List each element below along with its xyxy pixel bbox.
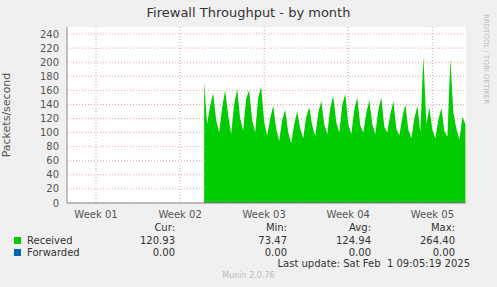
html-text:Firewall Throughput - by month: Firewall Throughput - by month [146, 5, 351, 20]
svg-text:220: 220 [40, 43, 59, 54]
html-text:Cur:: Cur: [154, 222, 175, 233]
html-text:Munin 2.0.76: Munin 2.0.76 [222, 271, 275, 280]
html-text:0.00: 0.00 [264, 247, 287, 258]
html-text:Forwarded: Forwarded [27, 247, 80, 258]
svg-text:60: 60 [46, 155, 59, 166]
html-text:Max:: Max: [431, 222, 455, 233]
svg-text:Packets/second: Packets/second [8, 73, 13, 158]
svg-text:Week 04: Week 04 [327, 209, 370, 220]
html-text:0.00: 0.00 [432, 247, 455, 258]
svg-text:0: 0 [53, 198, 59, 209]
html-text:Avg:: Avg: [349, 222, 371, 233]
html-text:264.40: 264.40 [420, 235, 455, 246]
svg-text:240: 240 [40, 29, 59, 40]
svg-text:140: 140 [40, 99, 59, 110]
svg-text:Week 02: Week 02 [158, 209, 201, 220]
html-text:Received: Received [27, 235, 73, 246]
html-text:0.00: 0.00 [152, 247, 175, 258]
svg-text:40: 40 [46, 169, 59, 180]
svg-text:200: 200 [40, 57, 59, 68]
svg-text:100: 100 [40, 127, 59, 138]
html-text:0.00: 0.00 [348, 247, 371, 258]
svg-text:80: 80 [46, 141, 59, 152]
html-text:120.93: 120.93 [140, 235, 175, 246]
svg-text:Week 05: Week 05 [411, 209, 454, 220]
svg-text:20: 20 [46, 183, 59, 194]
svg-text:Week 03: Week 03 [243, 209, 286, 220]
svg-text:160: 160 [40, 85, 59, 96]
html-text:Min:: Min: [265, 222, 287, 233]
html-text:Last update: Sat Feb 1 09:05:1: Last update: Sat Feb 1 09:05:19 2025 [277, 258, 470, 269]
svg-text:180: 180 [40, 71, 59, 82]
html-text:124.94: 124.94 [336, 235, 371, 246]
svg-text:Week 01: Week 01 [74, 209, 117, 220]
html-text:73.47: 73.47 [258, 235, 287, 246]
html-text:RRDTOOL / TOBI OETIKER: RRDTOOL / TOBI OETIKER [482, 14, 490, 105]
svg-text:120: 120 [40, 113, 59, 124]
